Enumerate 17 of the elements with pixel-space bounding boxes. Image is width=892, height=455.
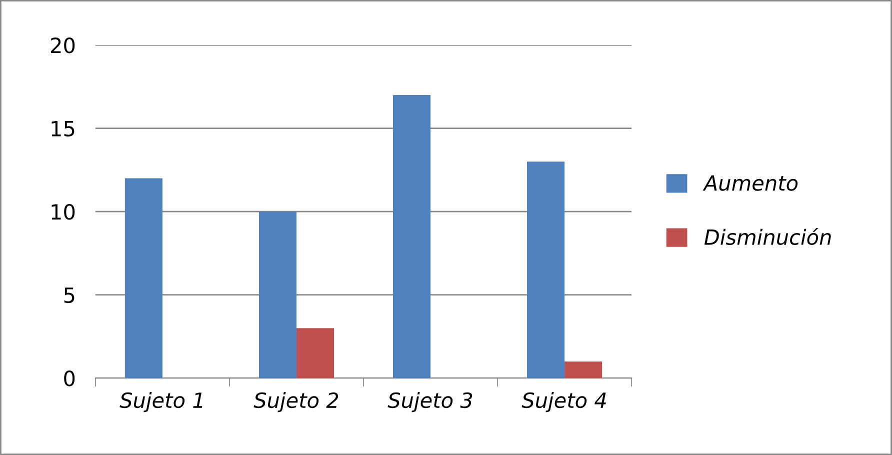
x-tick-label: Sujeto 3 (388, 392, 472, 412)
bar (296, 328, 334, 378)
y-tick-label: 15 (52, 121, 74, 137)
x-tick-label: Sujeto 1 (120, 392, 202, 412)
bar (124, 178, 162, 378)
bar (527, 162, 565, 378)
y-tick-label: 20 (51, 38, 75, 54)
legend-label: Aumento (702, 175, 798, 191)
y-tick-label: 10 (52, 204, 75, 220)
legend-label: Disminución (704, 228, 831, 245)
y-tick-label: 0 (64, 370, 75, 386)
bar (564, 361, 602, 378)
x-tick-label: Sujeto 2 (254, 392, 338, 412)
bar (258, 212, 296, 378)
bar (392, 95, 430, 378)
y-tick-label: 5 (64, 288, 74, 304)
x-tick-label: Sujeto 4 (522, 392, 606, 412)
